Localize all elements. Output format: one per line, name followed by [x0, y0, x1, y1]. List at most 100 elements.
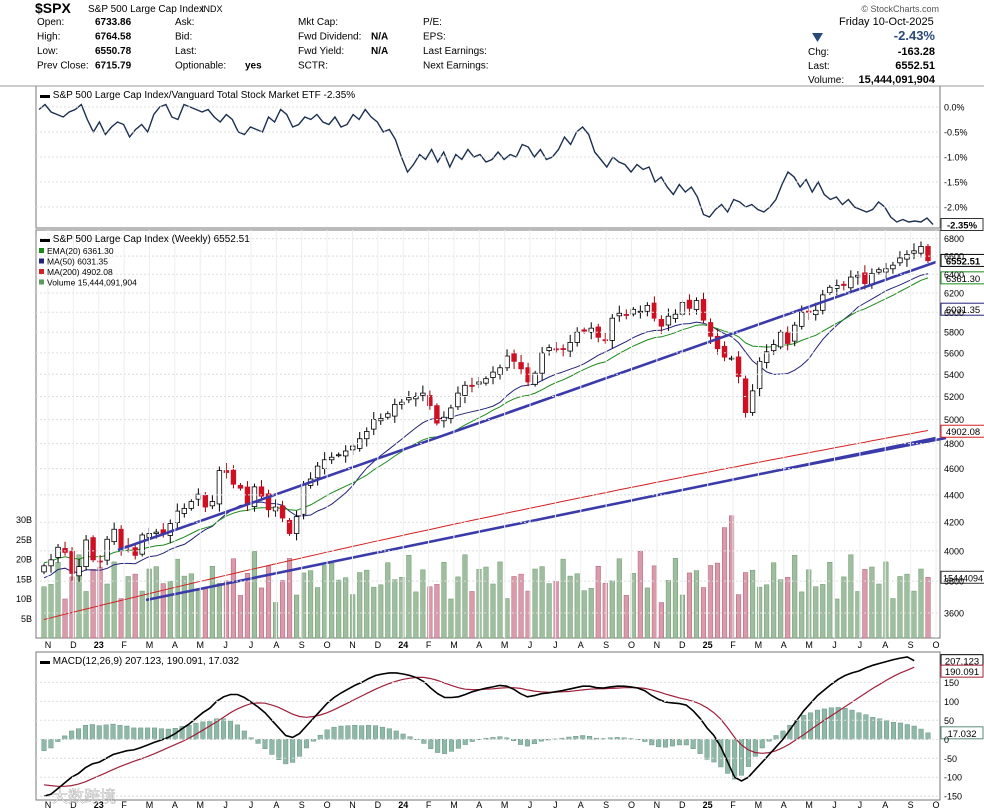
volume-bar — [413, 591, 419, 639]
x-tick-label: 23 — [94, 800, 104, 810]
macd-hist-bar — [835, 707, 841, 740]
volume-tick-label: 10B — [16, 594, 32, 604]
volume-bar — [911, 590, 917, 639]
volume-bar — [743, 572, 749, 639]
candle-up — [83, 539, 89, 567]
quote-label: Last Earnings: — [423, 46, 487, 57]
candle-up — [181, 507, 188, 514]
watermark-logo-icon — [5, 787, 23, 805]
volume-bar — [693, 570, 700, 639]
x-tick-label: J — [858, 640, 863, 650]
volume-bar — [539, 566, 545, 639]
volume-bar — [385, 562, 391, 639]
volume-bar — [364, 569, 370, 639]
volume-bar — [118, 598, 124, 639]
volume-bar — [48, 584, 54, 639]
quote-value: 6733.86 — [95, 17, 132, 28]
x-tick-label: F — [426, 640, 432, 650]
macd-hist-bar — [248, 737, 254, 740]
macd-hist-bar — [842, 707, 848, 740]
volume-bar — [511, 576, 517, 639]
macd-hist-bar — [89, 724, 95, 740]
candle-up — [371, 419, 377, 430]
price-tick-label: 4800 — [944, 439, 964, 449]
x-tick-label: 24 — [398, 800, 408, 810]
candle-up — [827, 286, 833, 293]
recent-trendline — [779, 436, 947, 472]
volume-bar — [216, 582, 222, 639]
x-tick-label: A — [476, 640, 482, 650]
quote-label: Mkt Cap: — [298, 17, 338, 28]
candle-up — [911, 250, 917, 254]
candle-up — [272, 506, 279, 512]
candle-down — [560, 348, 566, 350]
candle-up — [153, 531, 159, 534]
volume-bar — [883, 561, 889, 639]
x-tick-label: M — [805, 640, 813, 650]
volume-bar — [237, 595, 243, 639]
volume-bar — [785, 577, 791, 639]
volume-bar — [392, 579, 398, 639]
macd-hist-bar — [207, 721, 213, 740]
volume-bar — [455, 576, 461, 639]
legend-swatch — [39, 269, 44, 274]
volume-bar — [125, 576, 131, 639]
quote-label: Open: — [37, 17, 64, 28]
chart-header: $SPX S&P 500 Large Cap Index INDX Friday… — [35, 0, 939, 86]
x-tick-label: O — [932, 800, 939, 810]
candle-up — [532, 372, 538, 385]
volume-bar — [322, 565, 328, 639]
macd-hist-bar — [704, 739, 710, 760]
candle-down — [658, 318, 665, 327]
candle-down — [784, 331, 791, 344]
down-triangle-icon — [812, 33, 823, 42]
candle-up — [630, 308, 637, 315]
volume-bar — [230, 558, 236, 639]
volume-bar — [918, 568, 924, 639]
macd-hist-bar — [379, 726, 385, 740]
volume-bar — [876, 583, 882, 639]
volume-bar — [553, 580, 559, 639]
macd-hist-bar — [96, 725, 102, 740]
x-tick-label: M — [450, 640, 458, 650]
macd-hist-bar — [117, 725, 123, 740]
candle-up — [644, 305, 651, 312]
candle-down — [686, 299, 693, 309]
price-last-label: 4902.08 — [946, 427, 980, 438]
macd-hist-bar — [82, 725, 88, 740]
volume-bar — [665, 580, 671, 639]
candle-up — [483, 378, 489, 384]
candle-up — [174, 510, 181, 523]
macd-hist-bar — [124, 725, 130, 740]
x-tick-label: M — [501, 800, 509, 810]
volume-bar — [686, 572, 693, 639]
macd-hist-bar — [138, 727, 144, 740]
volume-bar — [343, 577, 349, 639]
x-tick-label: A — [172, 640, 178, 650]
candle-down — [735, 356, 742, 377]
macd-tick-label: 0 — [944, 735, 949, 745]
volume-bar — [672, 558, 678, 639]
price-last-tag — [940, 424, 984, 438]
candle-up — [321, 459, 328, 469]
site-credit: © StockCharts.com — [861, 4, 939, 14]
volume-last-label: 15444094 — [943, 573, 983, 583]
volume-bar — [567, 575, 573, 639]
x-tick-label: J — [858, 800, 863, 810]
volume-bar — [581, 590, 587, 639]
macd-tick-label: -100 — [944, 773, 962, 783]
price-tick-label: 5000 — [944, 415, 964, 425]
x-tick-label: A — [476, 800, 482, 810]
macd-hist-bar — [76, 728, 82, 740]
x-tick-label: O — [324, 800, 331, 810]
volume-bar — [434, 584, 440, 639]
candle-down — [237, 485, 244, 489]
candle-up — [413, 396, 419, 400]
macd-hist-bar — [373, 725, 379, 740]
volume-bar — [406, 554, 412, 639]
macd-hist-bar — [352, 725, 358, 740]
price-tick-label: 5800 — [944, 328, 964, 338]
price-tick-label: 3800 — [944, 577, 964, 587]
macd-last-tag — [940, 726, 984, 740]
